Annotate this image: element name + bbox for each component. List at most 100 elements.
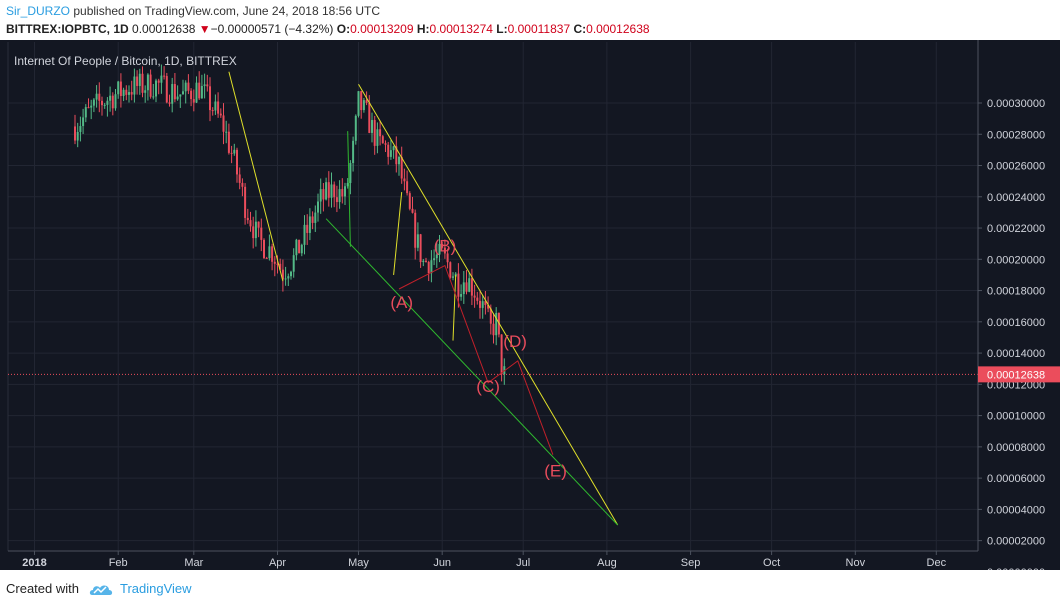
candle-body [292, 255, 295, 272]
created-with-label: Created with [6, 581, 79, 596]
candle-body [138, 73, 141, 86]
candle-body [206, 84, 209, 87]
candle-body [406, 181, 409, 194]
candle-body [90, 105, 93, 108]
candle-body [371, 120, 373, 133]
green-trendline[interactable] [325, 218, 619, 526]
candle-body [438, 243, 441, 255]
price-axis-panel [978, 40, 1060, 570]
candle-body [441, 243, 444, 248]
candle-body [341, 189, 344, 197]
candle-body [76, 131, 79, 141]
candle-body [195, 82, 198, 103]
candle-body [279, 263, 282, 270]
candle-body [381, 136, 384, 144]
candle-body [476, 297, 479, 301]
candle-body [384, 143, 387, 145]
candle-body [122, 89, 125, 97]
candle-body [227, 131, 230, 153]
price-tick-label: 0.00020000 [987, 254, 1045, 266]
candle-body [395, 146, 398, 165]
candle-body [146, 74, 149, 91]
down-arrow-icon: ▼ [198, 22, 211, 36]
price-tick-label: 0.00010000 [987, 411, 1045, 423]
candle-body [298, 239, 301, 254]
last-price: 0.00012638 [132, 22, 196, 36]
candle-body [379, 129, 382, 137]
yellow-trendline[interactable] [393, 192, 403, 275]
time-tick-label: Sep [681, 557, 701, 569]
yellow-trendline[interactable] [452, 274, 457, 341]
candle-body [111, 95, 114, 109]
candle-body [157, 80, 160, 83]
candle-body [333, 184, 336, 198]
candle-body [317, 201, 319, 213]
candle-body [416, 234, 419, 248]
candle-body [198, 82, 201, 99]
publish-header: Sir_DURZO published on TradingView.com, … [6, 4, 380, 18]
candle-body [373, 120, 376, 146]
price-chart[interactable]: (A) (B) (C) (D) (E) Internet Of People / Bit… [0, 40, 1060, 579]
candle-body [109, 95, 112, 101]
candle-body [92, 99, 95, 106]
time-tick-label: 2018 [22, 557, 46, 569]
candle-body [214, 101, 217, 111]
price-axis[interactable]: 0.00030000 0.00028000 0.00026000 0.00024000… [977, 40, 1060, 579]
candle-body [311, 216, 314, 223]
symbol-label: BITTREX:IOPBTC, 1D [6, 22, 129, 36]
candle-body [495, 312, 498, 336]
time-axis[interactable]: 2018 Feb Mar Apr May Jun Jul Aug Sep Oct Nov Dec [0, 550, 978, 570]
candle-body [360, 91, 363, 111]
candle-body [263, 239, 265, 258]
candle-body [443, 247, 446, 254]
candle-body [387, 144, 390, 157]
candle-body [244, 186, 247, 218]
candle-body [376, 129, 379, 146]
candle-body [403, 178, 406, 182]
grid-lines [7, 42, 978, 573]
candle-body [430, 260, 433, 274]
candle-body [414, 212, 417, 248]
time-tick-label: Jun [433, 557, 451, 569]
tradingview-brand-link[interactable]: TradingView [120, 581, 192, 596]
candle-body [411, 208, 414, 213]
candle-body [357, 91, 360, 116]
candle-body [182, 91, 184, 95]
green-trendline[interactable] [347, 131, 351, 247]
open-value: 0.00013209 [350, 22, 414, 36]
candle-body [192, 99, 195, 103]
candle-body [398, 156, 400, 165]
yellow-trendline[interactable] [358, 83, 619, 526]
candle-body [462, 282, 465, 294]
price-change: −0.00000571 (−4.32%) [210, 22, 334, 36]
candle-body [500, 334, 503, 375]
candle-body [252, 226, 255, 239]
candle-body [479, 300, 481, 308]
candle-body [287, 276, 290, 279]
yellow-trendline[interactable] [228, 71, 284, 282]
open-label: O: [336, 22, 351, 36]
candle-body [144, 90, 147, 93]
candle-body [489, 308, 492, 324]
wave-labels: (A) (B) (C) (D) (E) [390, 236, 567, 480]
candle-body [273, 261, 276, 264]
candle-body [460, 293, 463, 297]
candle-body [422, 260, 425, 263]
candle-body [389, 150, 392, 157]
candle-body [203, 84, 206, 86]
candle-body [346, 183, 349, 187]
candle-body [338, 189, 341, 203]
red-wave-path[interactable] [398, 264, 554, 455]
candle-body [238, 174, 241, 183]
candle-body [249, 220, 252, 227]
price-tick-label: 0.00016000 [987, 317, 1045, 329]
candle-body [160, 75, 163, 83]
candle-body [173, 84, 176, 100]
chart-area[interactable]: (A) (B) (C) (D) (E) Internet Of People / Bit… [0, 40, 1060, 579]
candle-body [125, 89, 128, 95]
candle-body [241, 182, 244, 187]
author-link[interactable]: Sir_DURZO [6, 4, 71, 18]
candle-body [352, 140, 355, 164]
candle-body [152, 96, 155, 98]
tradingview-logo-icon[interactable] [89, 583, 113, 597]
